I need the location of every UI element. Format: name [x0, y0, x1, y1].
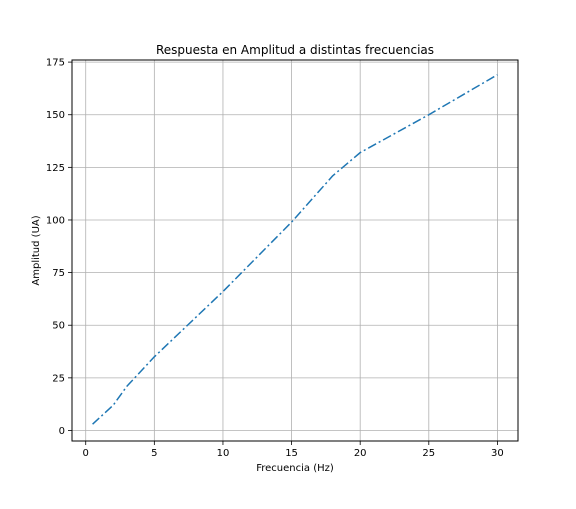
y-tick-label: 125 — [46, 163, 65, 174]
x-tick-label: 10 — [217, 448, 230, 459]
series-line — [92, 74, 498, 425]
x-axis-ticks: 0 5 10 15 20 25 30 — [83, 441, 504, 459]
chart-title: Respuesta en Amplitud a distintas frecue… — [156, 43, 434, 57]
y-tick-label: 50 — [52, 321, 65, 332]
x-tick-label: 30 — [491, 448, 504, 459]
x-tick-label: 20 — [354, 448, 367, 459]
x-tick-label: 5 — [151, 448, 157, 459]
y-tick-label: 25 — [52, 373, 65, 384]
y-tick-label: 100 — [46, 215, 65, 226]
y-axis-ticks: 0 25 50 75 100 125 150 175 — [46, 58, 72, 437]
y-axis-label: Amplitud (UA) — [31, 215, 42, 285]
y-tick-label: 0 — [59, 426, 65, 437]
y-tick-label: 175 — [46, 58, 65, 69]
x-tick-label: 15 — [285, 448, 298, 459]
y-tick-label: 75 — [52, 268, 65, 279]
x-tick-label: 0 — [83, 448, 89, 459]
series-layer — [92, 74, 498, 425]
plot-area-frame — [71, 59, 519, 442]
y-tick-label: 150 — [46, 110, 65, 121]
grid — [72, 60, 518, 441]
x-axis-label: Frecuencia (Hz) — [256, 463, 334, 474]
x-tick-label: 25 — [422, 448, 435, 459]
